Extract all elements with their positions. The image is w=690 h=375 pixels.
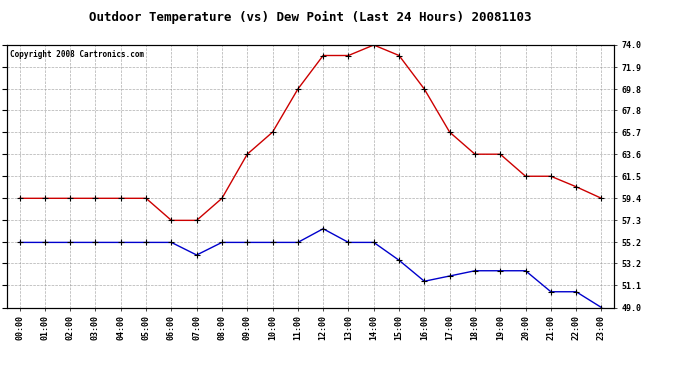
Text: Outdoor Temperature (vs) Dew Point (Last 24 Hours) 20081103: Outdoor Temperature (vs) Dew Point (Last…: [89, 11, 532, 24]
Text: Copyright 2008 Cartronics.com: Copyright 2008 Cartronics.com: [10, 50, 144, 59]
